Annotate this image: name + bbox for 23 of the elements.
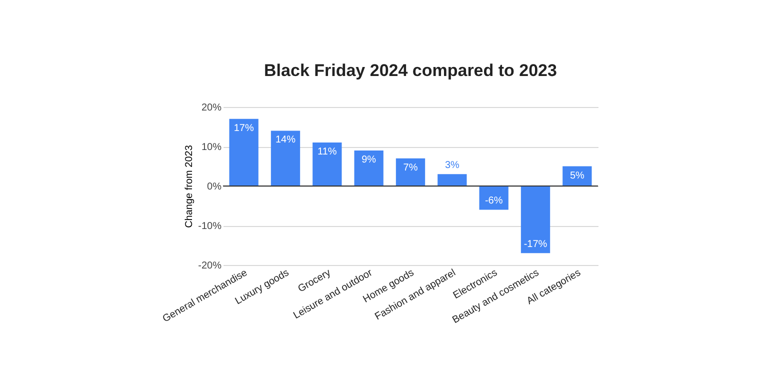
data-label: -6% <box>484 196 503 207</box>
data-label: 11% <box>318 146 337 158</box>
data-label: 9% <box>362 154 376 166</box>
bar <box>229 118 258 186</box>
data-label: 5% <box>570 170 584 182</box>
y-tick-label: 20% <box>201 102 222 114</box>
y-tick-label: 0% <box>207 182 222 192</box>
y-tick-label: 10% <box>201 142 222 153</box>
data-label: 7% <box>403 162 418 174</box>
y-tick-label: -10% <box>198 221 222 232</box>
bar <box>520 186 550 254</box>
data-label: -17% <box>524 239 548 250</box>
y-axis-title: Change from 2023 <box>184 144 196 228</box>
data-label: 3% <box>444 160 460 172</box>
bar <box>438 174 467 186</box>
bar <box>396 158 426 186</box>
y-tick-label: -20% <box>198 260 222 272</box>
bar <box>270 130 300 186</box>
chart-title: Black Friday 2024 compared to 2023 <box>264 61 557 80</box>
bar <box>312 142 342 186</box>
bar <box>354 150 384 186</box>
data-label: 14% <box>275 134 296 146</box>
data-label: 17% <box>234 122 254 134</box>
